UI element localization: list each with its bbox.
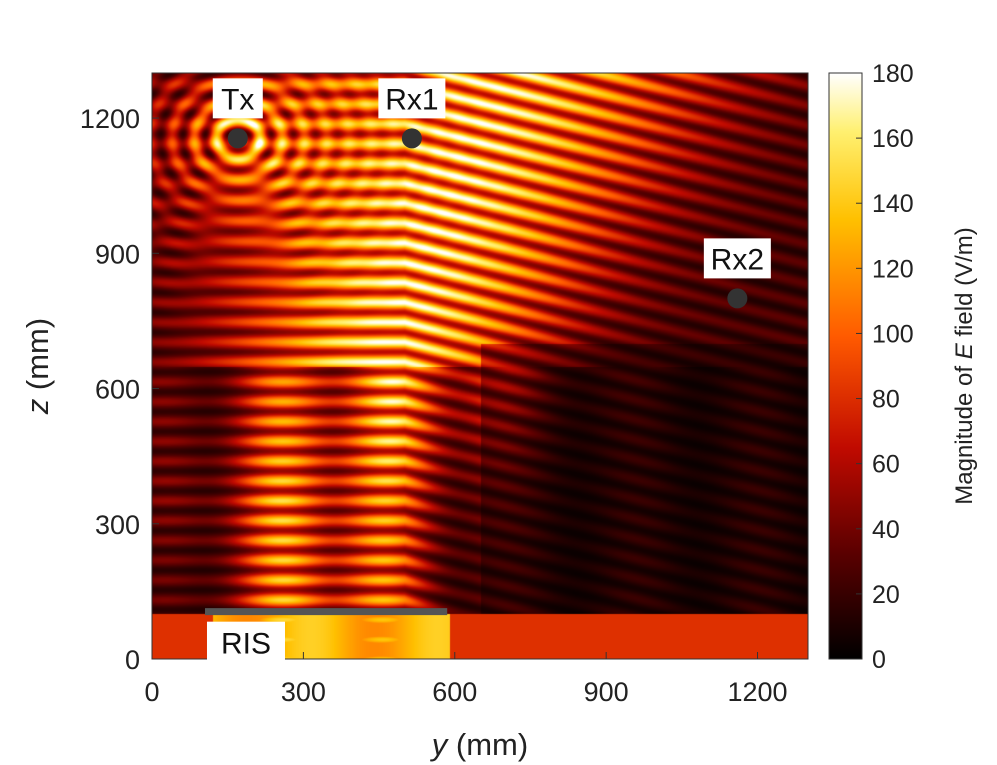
plot-frame — [151, 72, 809, 660]
colorbar-tick-label: 160 — [872, 125, 914, 153]
field-heatmap — [152, 73, 808, 659]
marker-label: Tx — [221, 83, 254, 116]
colorbar-tick-label: 60 — [872, 451, 900, 479]
colorbar-tick-label: 180 — [872, 60, 914, 88]
ris-label: RIS — [221, 628, 271, 661]
colorbar-tick-label: 120 — [872, 255, 914, 283]
x-tick-label: 900 — [584, 677, 629, 707]
marker-label: Rx1 — [385, 83, 438, 116]
marker-dot — [727, 288, 748, 309]
colorbar: 0 20 40 60 80 100 120 140 160 180 Magnitude of E … — [828, 60, 978, 674]
colorbar-tick-label: 140 — [872, 190, 914, 218]
x-tick-label: 600 — [432, 677, 477, 707]
y-tick-label: 0 — [125, 645, 140, 675]
marker-dot — [227, 128, 248, 149]
colorbar-tick-label: 40 — [872, 516, 900, 544]
marker-tx: Tx — [212, 78, 263, 149]
y-tick-label: 900 — [95, 239, 140, 269]
marker-label-box — [212, 78, 263, 119]
y-axis: 0 300 600 900 1200 — [80, 104, 159, 675]
marker-rx2: Rx2 — [703, 238, 771, 309]
y-tick-label: 1200 — [80, 104, 140, 134]
colorbar-tick-label: 20 — [872, 581, 900, 609]
colorbar-tick-label: 80 — [872, 386, 900, 414]
colorbar-tick-label: 100 — [872, 320, 914, 348]
plot-area — [151, 72, 809, 660]
marker-rx1: Rx1 — [378, 78, 446, 149]
marker-label-box — [703, 238, 771, 279]
colorbar-ticks: 0 20 40 60 80 100 120 140 160 180 — [856, 60, 914, 674]
colorbar-label: Magnitude of E field (V/m) — [951, 227, 978, 504]
y-axis-label: z (mm) — [20, 318, 55, 415]
marker-label-box — [378, 78, 446, 119]
ris-label-box — [206, 621, 285, 666]
y-tick-label: 600 — [95, 375, 140, 405]
ris-group: RIS — [204, 608, 448, 666]
colorbar-gradient — [828, 72, 863, 660]
x-tick-label: 1200 — [727, 677, 787, 707]
marker-label: Rx2 — [711, 243, 764, 276]
x-tick-label: 0 — [144, 677, 159, 707]
x-axis: 0 300 600 900 1200 — [144, 652, 788, 707]
x-axis-label: y (mm) — [430, 727, 528, 762]
x-tick-label: 300 — [281, 677, 326, 707]
marker-dot — [401, 128, 422, 149]
markers: Tx Rx1 Rx2 — [212, 78, 771, 309]
y-tick-label: 300 — [95, 510, 140, 540]
colorbar-tick-label: 0 — [872, 646, 886, 674]
